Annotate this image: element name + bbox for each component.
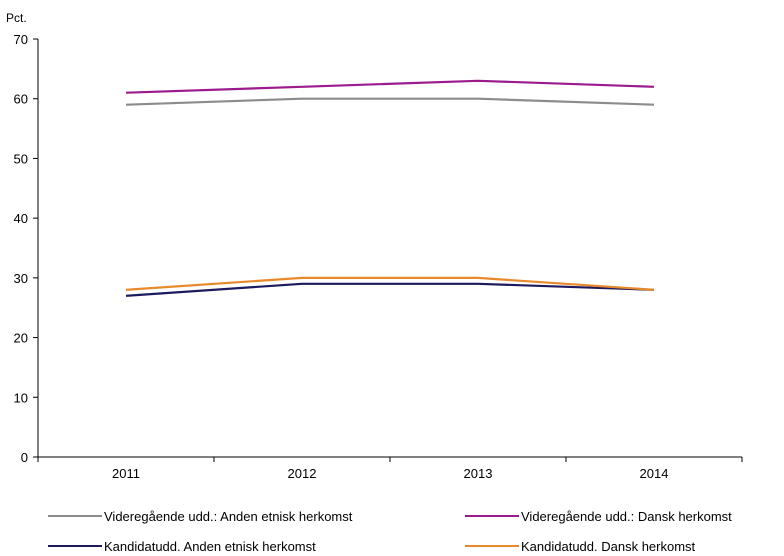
series-line-2 <box>125 79 655 94</box>
x-tick-label: 2011 <box>112 466 140 481</box>
x-tick-label: 2014 <box>640 466 669 481</box>
legend-swatch <box>48 515 102 517</box>
legend-swatch <box>48 545 102 547</box>
legend-item-kandidat-anden: Kandidatudd. Anden etnisk herkomst <box>48 536 316 556</box>
y-tick-label: 10 <box>14 390 28 405</box>
series-line-4 <box>125 276 655 291</box>
y-tick-label: 40 <box>14 211 28 226</box>
legend-label: Videregående udd.: Anden etnisk herkomst <box>104 508 353 524</box>
y-tick-label: 30 <box>14 271 28 286</box>
legend-label: Kandidatudd. Anden etnisk herkomst <box>104 538 316 554</box>
y-axis-unit-label: Pct. <box>6 11 27 25</box>
legend-swatch <box>465 515 519 517</box>
y-tick-label: 20 <box>14 331 28 346</box>
y-tick-label: 50 <box>14 151 28 166</box>
legend-item-kandidat-dansk: Kandidatudd. Dansk herkomst <box>465 536 695 556</box>
legend-swatch <box>465 545 519 547</box>
axes: 0 10 20 30 40 50 60 70 2011 2012 2013 2014 <box>14 32 743 481</box>
y-tick-label: 70 <box>14 32 28 47</box>
series-line-3 <box>125 282 655 297</box>
y-tick-label: 60 <box>14 92 28 107</box>
y-tick-label: 0 <box>21 450 28 465</box>
series-line-1 <box>125 97 655 106</box>
x-tick-label: 2012 <box>288 466 317 481</box>
legend-label: Videregående udd.: Dansk herkomst <box>521 508 732 524</box>
series-lines <box>125 79 655 297</box>
legend-item-videregaaende-anden: Videregående udd.: Anden etnisk herkomst <box>48 506 352 526</box>
x-tick-label: 2013 <box>464 466 493 481</box>
legend-label: Kandidatudd. Dansk herkomst <box>521 538 696 554</box>
legend: Videregående udd.: Anden etnisk herkomst… <box>0 500 784 555</box>
legend-item-videregaaende-dansk: Videregående udd.: Dansk herkomst <box>465 506 732 526</box>
